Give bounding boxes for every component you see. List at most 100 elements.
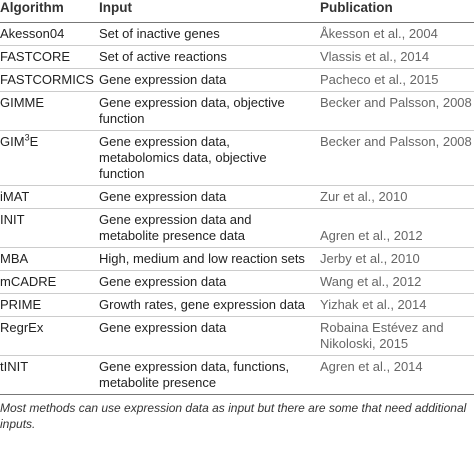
input-line: Gene expression data [99,274,227,289]
publication-cell: Yizhak et al., 2014 [320,294,474,317]
publication-line: Agren et al., 2014 [320,359,423,374]
publication-line: Robaina Estévez and [320,320,444,335]
publication-line: Jerby et al., 2010 [320,251,420,266]
input-line: Gene expression data [99,189,227,204]
algorithm-cell: RegrEx [0,317,99,356]
table-row: FASTCORE Set of active reactions Vlassis e… [0,46,474,69]
input-line: Set of active reactions [99,49,227,64]
input-cell: High, medium and low reaction sets [99,248,320,271]
algorithm-cell: iMAT [0,186,99,209]
publication-line: Yizhak et al., 2014 [320,297,427,312]
input-line: function [99,111,145,126]
input-line: Set of inactive genes [99,26,220,41]
header-cell: Publication [320,0,393,15]
publication-line: Wang et al., 2012 [320,274,422,289]
table-row: FASTCORMICS Gene expression data Pacheco e… [0,69,474,92]
algorithm-name: tINIT [0,359,29,374]
publication-line: Åkesson et al., 2004 [320,26,438,41]
table-row: PRIME Growth rates, gene expression data Y… [0,294,474,317]
algorithm-cell: PRIME [0,294,99,317]
publication-line: Vlassis et al., 2014 [320,49,430,64]
publication-cell: Agren et al., 2012 [320,209,474,248]
publication-line: Pacheco et al., 2015 [320,72,439,87]
table-body: Akesson04 Set of inactive genes Åkesson et… [0,23,474,395]
algorithm-suffix: E [29,134,39,149]
publication-cell: Zur et al., 2010 [320,186,474,209]
footnote: Most methods can use expression data as … [0,400,474,432]
publication-line: Agren et al., 2012 [320,228,423,243]
algorithm-name: Akesson04 [0,26,65,41]
table-row: Akesson04 Set of inactive genes Åkesson et… [0,23,474,46]
algorithm-cell: mCADRE [0,271,99,294]
table-row: MBA High, medium and low reaction sets Jer… [0,248,474,271]
algorithm-name: FASTCORMICS [0,72,94,87]
input-cell: Gene expression data and metabolite prese… [99,209,320,248]
input-cell: Gene expression data [99,186,320,209]
algorithm-name: MBA [0,251,29,266]
publication-line: Becker and Palsson, 2008 [320,95,472,110]
input-line: Gene expression data [99,320,227,335]
input-cell: Gene expression data [99,317,320,356]
header-row: Algorithm Input Publication [0,0,474,23]
input-line: metabolomics data, objective [99,150,267,165]
input-line: High, medium and low reaction sets [99,251,305,266]
table-row: iMAT Gene expression data Zur et al., 2010 [0,186,474,209]
input-line: function [99,166,145,181]
algorithm-name: mCADRE [0,274,57,289]
algorithm-name: GIMME [0,95,45,110]
publication-cell: Jerby et al., 2010 [320,248,474,271]
algorithm-cell: GIM3E [0,131,99,186]
algorithm-cell: Akesson04 [0,23,99,46]
input-cell: Gene expression data [99,271,320,294]
input-line: metabolite presence [99,375,217,390]
publication-cell: Åkesson et al., 2004 [320,23,474,46]
table-row: tINIT Gene expression data, functions, met… [0,356,474,395]
input-cell: Gene expression data, metabolomics data, … [99,131,320,186]
algorithm-name: PRIME [0,297,42,312]
input-cell: Set of inactive genes [99,23,320,46]
publication-cell: Agren et al., 2014 [320,356,474,395]
algorithm-name: RegrEx [0,320,44,335]
algorithm-name: GIM [0,134,25,149]
algorithm-name: FASTCORE [0,49,71,64]
publication-line: Nikoloski, 2015 [320,336,409,351]
input-cell: Gene expression data [99,69,320,92]
publication-cell: Vlassis et al., 2014 [320,46,474,69]
publication-cell: Becker and Palsson, 2008 [320,92,474,131]
input-line: Gene expression data [99,72,227,87]
algorithm-cell: FASTCORMICS [0,69,99,92]
input-line: metabolite presence data [99,228,245,243]
input-line: Gene expression data, [99,134,230,149]
input-line: Gene expression data, objective [99,95,285,110]
algorithm-cell: GIMME [0,92,99,131]
footnote-line: Most methods can use expression data as … [0,401,467,415]
publication-line: Zur et al., 2010 [320,189,408,204]
algorithm-cell: FASTCORE [0,46,99,69]
input-line: Gene expression data and [99,212,252,227]
algorithm-name: INIT [0,212,25,227]
publication-cell: Pacheco et al., 2015 [320,69,474,92]
algorithm-superscript: 3 [24,132,30,143]
methods-table: Algorithm Input Publication Akesson04 Set… [0,0,474,395]
publication-cell: Wang et al., 2012 [320,271,474,294]
table-row: mCADRE Gene expression data Wang et al., 2… [0,271,474,294]
input-line: Gene expression data, functions, [99,359,290,374]
footnote-line: inputs. [0,417,36,431]
header-cell: Input [99,0,132,15]
algorithm-cell: tINIT [0,356,99,395]
input-cell: Set of active reactions [99,46,320,69]
algorithm-name: iMAT [0,189,30,204]
table-row: RegrEx Gene expression data Robaina Estéve… [0,317,474,356]
table-row: GIM3E Gene expression data, metabolomics d… [0,131,474,186]
input-line: Growth rates, gene expression data [99,297,305,312]
input-cell: Growth rates, gene expression data [99,294,320,317]
input-cell: Gene expression data, functions, metaboli… [99,356,320,395]
algorithm-cell: INIT [0,209,99,248]
publication-line: Becker and Palsson, 2008 [320,134,472,149]
algorithm-cell: MBA [0,248,99,271]
table-row: INIT Gene expression data and metabolite p… [0,209,474,248]
table-row: GIMME Gene expression data, objective func… [0,92,474,131]
publication-cell: Becker and Palsson, 2008 [320,131,474,186]
header-cell: Algorithm [0,0,64,15]
